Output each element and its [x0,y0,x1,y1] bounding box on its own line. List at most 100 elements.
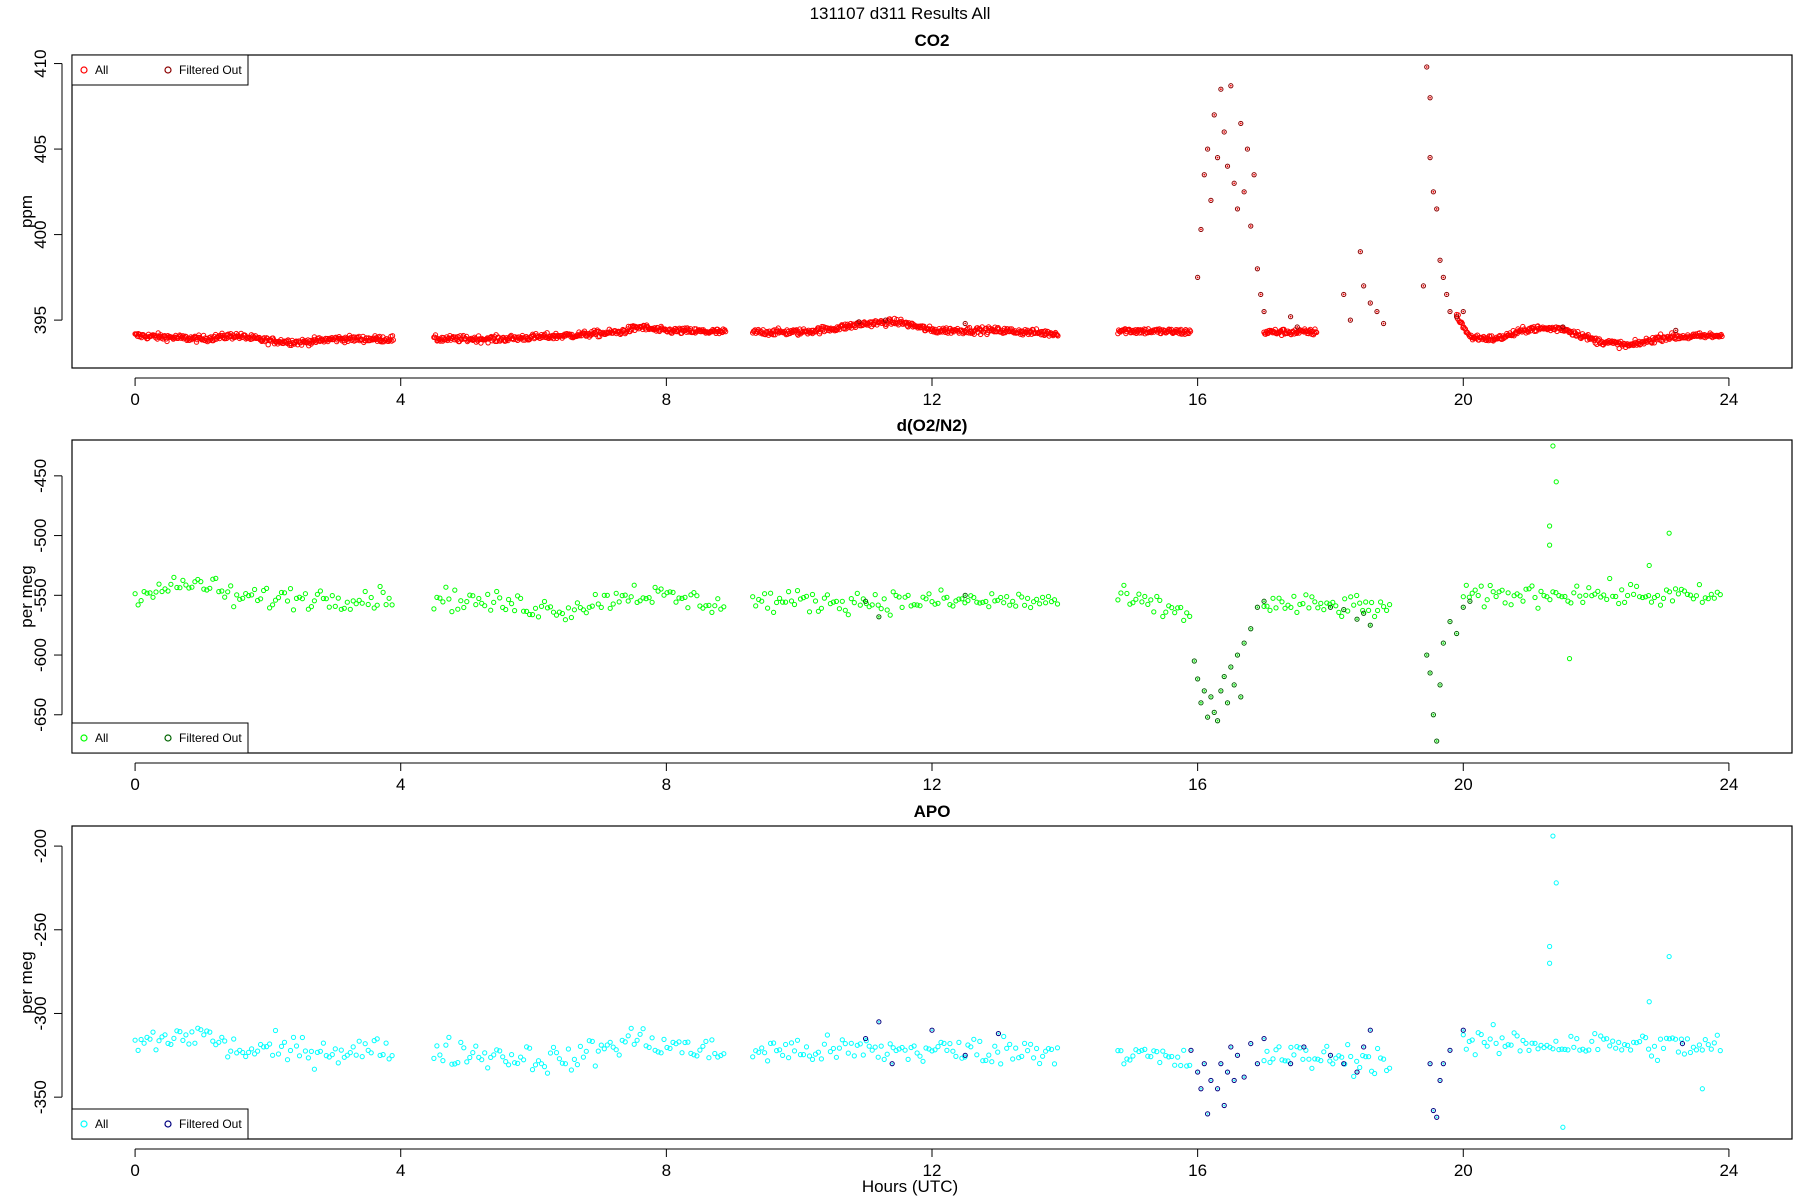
y-tick-label: -300 [31,996,50,1030]
data-point-filtered [1238,120,1244,127]
data-point-all [272,1027,279,1034]
data-point-all [968,1044,974,1050]
data-point-all [1297,601,1303,608]
data-point-all [1550,443,1556,449]
data-point-all [803,1044,810,1050]
data-point-all [374,1036,380,1042]
data-point-all [1043,600,1049,606]
data-point-all [1487,1036,1493,1042]
data-point-all [1142,1046,1148,1053]
data-point-all [1264,603,1270,609]
data-point-filtered [1248,626,1254,632]
data-point-all [1553,479,1559,485]
data-point-all [461,1045,467,1051]
data-point-filtered-core [1203,1062,1206,1065]
data-point-all [305,606,311,612]
data-point-all [503,606,509,613]
data-point-all [183,582,189,588]
data-point-all [926,591,932,597]
data-point-filtered [1327,604,1334,610]
data-point-all [1045,1046,1052,1052]
data-point-all [935,600,941,606]
data-point-all [722,328,729,335]
data-point-filtered-core [1432,190,1435,193]
data-point-all [1719,333,1725,340]
data-point-filtered [1204,1111,1211,1117]
data-point-all [1648,1053,1655,1059]
data-point-filtered [1211,112,1217,118]
data-point-all [1378,1055,1384,1061]
data-point-filtered [1221,1102,1227,1109]
data-point-all [308,604,314,610]
data-point-filtered-core [1362,612,1365,615]
data-point-all [377,583,383,590]
data-point-all [1634,1040,1640,1046]
data-point-filtered [1224,163,1231,169]
data-point-all [1378,599,1384,605]
data-point-all [193,339,200,345]
data-point-all [350,598,356,604]
data-point-all [1357,600,1363,606]
data-point-all [1303,592,1309,598]
data-point-all [1469,590,1475,596]
data-point-all [1553,1038,1559,1044]
data-point-all [553,1050,560,1056]
data-point-all [344,1052,350,1058]
data-point-all [818,605,825,611]
x-tick-label: 20 [1454,775,1473,794]
data-point-all [1529,583,1535,589]
data-point-all [320,1040,326,1046]
data-point-all [583,610,589,616]
data-point-filtered-core [1226,701,1229,704]
data-point-all [1490,1022,1496,1028]
data-point-all [1532,1040,1538,1046]
data-point-all [694,593,700,599]
data-point-filtered-core [1439,1079,1441,1082]
data-point-filtered [1208,1077,1214,1084]
data-point-all [544,605,551,611]
data-point-all [806,609,813,615]
data-point-all [1184,610,1190,616]
data-point-all [857,602,863,608]
data-point-all [1381,1056,1387,1062]
data-point-all [1004,594,1010,600]
data-point-all [923,1045,929,1051]
data-point-all [500,1054,506,1060]
data-point-all [1666,530,1672,536]
data-point-filtered [1447,308,1453,315]
data-point-all [1640,594,1646,601]
data-point-all [1007,602,1013,608]
data-point-all [592,591,598,598]
data-point-all [1714,1032,1720,1038]
data-point-all [941,595,947,601]
data-point-all [147,1036,153,1042]
data-point-all [308,1048,314,1055]
data-point-all [1460,594,1466,600]
data-point-all [550,609,557,615]
data-point-all [1520,1037,1526,1044]
data-point-all [1631,1039,1637,1045]
data-point-all [1142,593,1148,600]
data-point-all [920,1058,926,1064]
data-point-filtered-core [1206,148,1209,150]
data-point-all [627,328,633,335]
data-point-all [234,592,240,598]
data-point-filtered [1218,688,1224,694]
data-point-all [521,1057,527,1063]
data-point-all [783,1041,789,1048]
data-point-all [1544,594,1550,600]
data-point-filtered-core [1233,1079,1236,1082]
data-point-all [1717,1048,1723,1054]
data-point-all [1628,1047,1634,1053]
data-point-all [171,1035,177,1042]
data-point-all [935,1044,941,1050]
data-point-filtered [1454,630,1460,637]
panel-1: CO2 0 4 8 12 16 20 24 395 400 405 410 ppm All Filtered… [17,31,1793,409]
data-point-filtered [1437,257,1443,263]
data-point-all [198,1027,204,1033]
data-point-all [553,612,560,618]
data-point-all [869,602,875,608]
data-point-all [1660,1045,1667,1052]
data-point-all [839,1037,845,1043]
data-point-all [848,1040,854,1046]
